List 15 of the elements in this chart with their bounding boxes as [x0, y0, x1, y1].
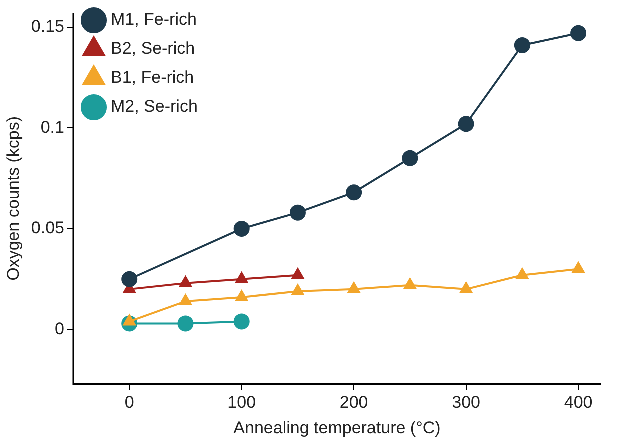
legend-label: B1, Fe-rich: [110, 68, 194, 88]
x-tick-label: 100: [228, 393, 256, 412]
x-tick-label: 300: [452, 393, 481, 412]
y-tick-label: 0.05: [31, 218, 64, 238]
x-axis-title: Annealing temperature (°C): [234, 418, 441, 438]
legend-label: M1, Fe-rich: [110, 10, 197, 30]
y-tick-label: 0: [55, 319, 64, 338]
legend-label: M2, Se-rich: [110, 97, 198, 116]
y-tick-label: 0.1: [40, 118, 64, 137]
x-tick-label: 400: [564, 393, 593, 412]
legend-label: B2, Se-rich: [110, 39, 196, 58]
y-tick-label: 0.15: [31, 17, 64, 36]
y-axis-title: Oxygen counts (kcps): [4, 116, 23, 281]
x-tick-label: 200: [340, 393, 368, 412]
x-tick-label: 0: [124, 393, 134, 412]
